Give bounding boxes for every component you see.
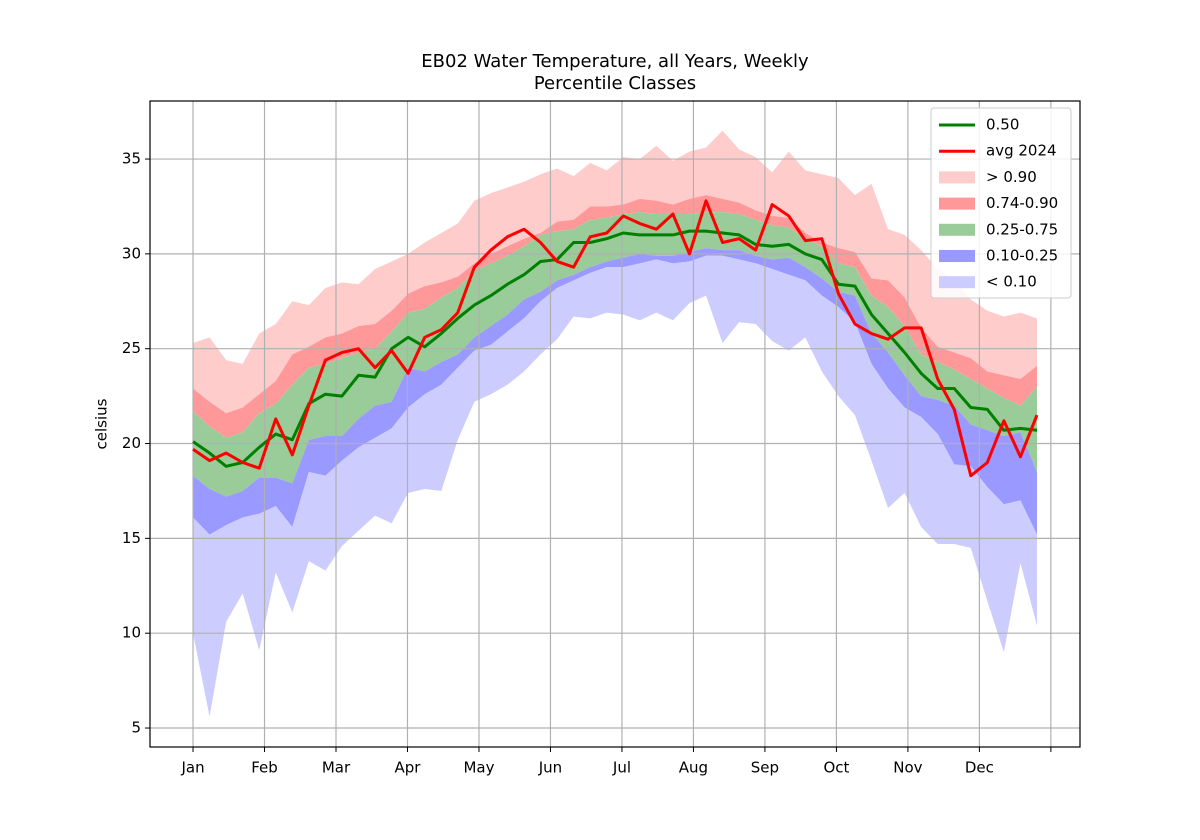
legend-swatch [939, 197, 975, 210]
grid [150, 101, 1080, 747]
plot-area [193, 130, 1037, 717]
chart-title: EB02 Water Temperature, all Years, Weekl… [421, 51, 809, 72]
x-tick-label: Jan [180, 759, 204, 777]
x-tick-label: Mar [322, 759, 351, 777]
x-tick-label: Jun [538, 759, 562, 777]
x-tick-label: Feb [251, 759, 278, 777]
x-tick-label: Aug [679, 759, 708, 777]
legend-label: < 0.10 [986, 273, 1037, 291]
x-tick-label: Sep [751, 759, 779, 777]
y-tick-label: 30 [122, 244, 141, 262]
percentile-band [193, 255, 1037, 717]
legend-label: 0.50 [986, 116, 1019, 134]
line [192, 229, 1038, 468]
y-axis-label: celsius [93, 398, 111, 449]
x-tick-label: Dec [965, 759, 994, 777]
line [192, 199, 1039, 478]
x-tick-label: Oct [823, 759, 849, 777]
percentile-band [193, 130, 1037, 414]
x-tick-label: May [463, 759, 494, 777]
y-tick-label: 35 [122, 150, 141, 168]
legend: 0.50 avg 2024 > 0.90 0.74-0.90 0.25-0.75 0.10… [930, 107, 1072, 299]
y-tick-label: 15 [122, 529, 141, 547]
percentile-band [193, 248, 1037, 535]
x-tick-label: Jul [612, 759, 631, 777]
legend-swatch [939, 223, 975, 236]
y-tick-label: 5 [131, 719, 141, 737]
y-tick-label: 20 [122, 434, 141, 452]
legend-label: avg 2024 [986, 142, 1057, 160]
legend-swatch [939, 276, 975, 289]
legend-label: 0.74-0.90 [986, 194, 1058, 212]
legend-label: 0.25-0.75 [986, 220, 1058, 238]
legend-label: 0.10-0.25 [986, 247, 1058, 265]
legend-label: > 0.90 [986, 168, 1037, 186]
x-tick-label: Apr [395, 759, 422, 777]
legend-swatch [939, 250, 975, 262]
y-tick-label: 10 [122, 624, 141, 642]
axes-frame [149, 100, 1081, 748]
chart-subtitle: Percentile Classes [534, 73, 696, 94]
legend-swatch [939, 171, 975, 184]
x-tick-label: Nov [893, 759, 922, 777]
y-tick-label: 25 [122, 339, 141, 357]
